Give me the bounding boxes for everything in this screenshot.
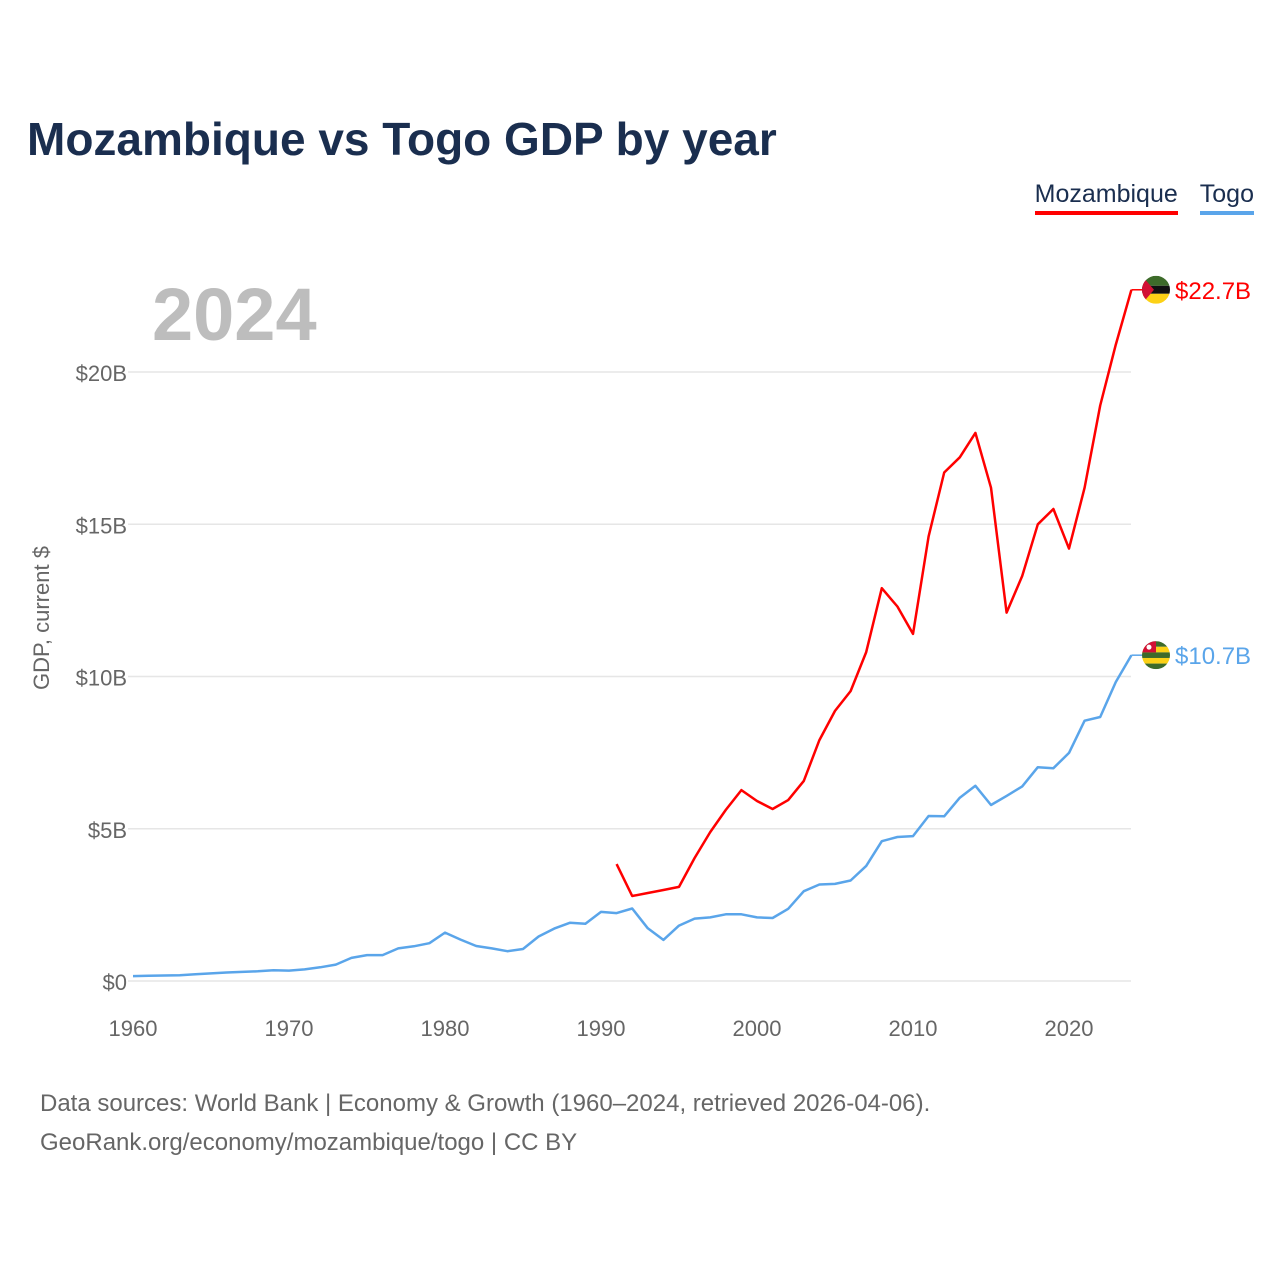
year-label: 2024 <box>152 273 317 356</box>
x-tick-label: 1970 <box>265 1016 314 1041</box>
x-tick-label: 1960 <box>109 1016 158 1041</box>
x-tick-label: 2000 <box>733 1016 782 1041</box>
footer: Data sources: World Bank | Economy & Gro… <box>40 1084 930 1162</box>
x-tick-label: 2020 <box>1045 1016 1094 1041</box>
chart-title: Mozambique vs Togo GDP by year <box>27 113 777 165</box>
mozambique-flag-icon <box>1142 275 1170 304</box>
legend-item-mozambique[interactable]: Mozambique <box>1034 180 1178 215</box>
y-tick-label: $20B <box>76 361 127 386</box>
footer-link[interactable]: GeoRank.org/economy/mozambique/togo | CC… <box>40 1129 578 1156</box>
series-line-togo <box>132 654 1133 978</box>
x-tick-label: 1990 <box>577 1016 626 1041</box>
footer-sources: Data sources: World Bank | Economy & Gro… <box>40 1090 931 1117</box>
series-line-mozambique <box>615 289 1133 898</box>
x-tick-label: 1980 <box>421 1016 470 1041</box>
x-tick-label: 2010 <box>889 1016 938 1041</box>
legend: Mozambique Togo <box>1034 180 1254 215</box>
end-value-label: $22.7B <box>1175 278 1251 305</box>
y-tick-label: $5B <box>88 818 127 843</box>
y-tick-label: $10B <box>76 666 127 691</box>
end-value-label: $10.7B <box>1175 643 1251 670</box>
y-tick-label: $15B <box>76 513 127 538</box>
y-tick-label: $0 <box>103 970 127 995</box>
legend-item-togo[interactable]: Togo <box>1199 180 1254 215</box>
togo-flag-icon <box>1142 641 1170 670</box>
